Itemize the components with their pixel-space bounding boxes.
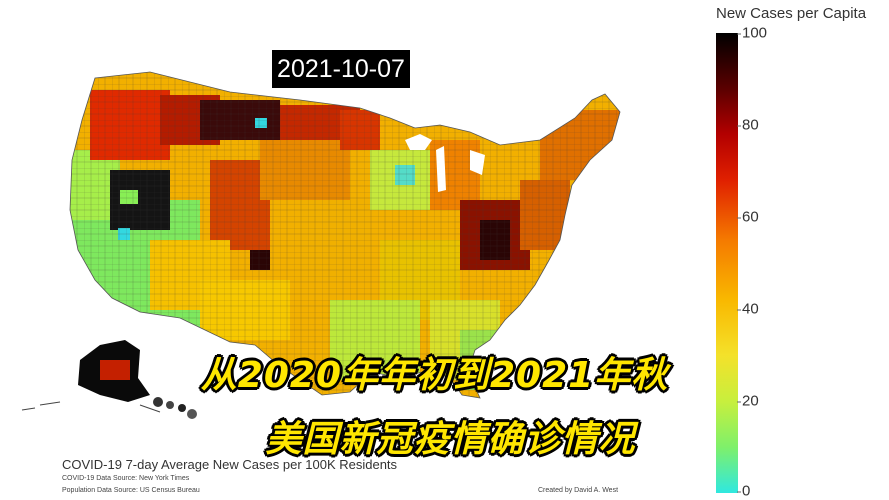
legend-tick: 40 [737,300,759,318]
caption-line-1: 从2020年年初到2021年秋 [200,355,669,396]
lake-superior [405,134,432,150]
source-title: COVID-19 7-day Average New Cases per 100… [62,457,398,472]
hawaii [153,397,197,419]
us-outline [69,71,621,399]
date-badge: 2021-10-07 [272,50,410,88]
aleutian-islands [21,401,161,413]
legend-tick: 60 [737,208,759,226]
lake-michigan [436,146,446,192]
credit: Created by David A. West [538,487,619,494]
lake-huron [470,150,485,175]
legend-tick: 0 [736,482,751,500]
legend-title: New Cases per Capita [716,5,867,22]
caption-line-2: 美国新冠疫情确诊情况 [265,419,636,460]
legend-tick: 100 [736,24,768,42]
colorbar [716,33,738,493]
legend-tick: 20 [737,392,759,410]
source-line: COVID-19 Data Source: New York Times [62,475,190,482]
legend-tick: 80 [737,116,759,134]
source-line: Population Data Source: US Census Bureau [62,487,200,494]
